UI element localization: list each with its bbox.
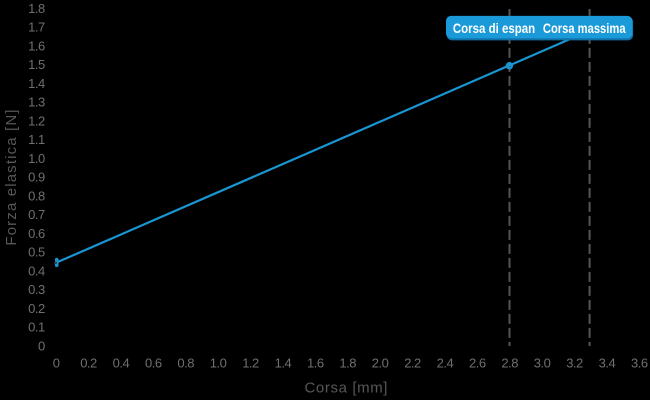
svg-text:0.5: 0.5 (28, 245, 45, 260)
svg-text:0.2: 0.2 (28, 301, 45, 316)
svg-text:1.6: 1.6 (28, 38, 45, 53)
svg-text:0.9: 0.9 (28, 170, 45, 185)
svg-text:3.6: 3.6 (631, 355, 648, 370)
svg-text:2.6: 2.6 (469, 355, 486, 370)
svg-text:1.6: 1.6 (307, 355, 324, 370)
svg-text:0.1: 0.1 (28, 320, 45, 335)
svg-text:0: 0 (38, 338, 45, 353)
svg-text:0.7: 0.7 (28, 207, 45, 222)
svg-text:Corsa massima: Corsa massima (543, 21, 627, 36)
svg-text:Forza elastica [N]: Forza elastica [N] (3, 108, 20, 245)
svg-text:1.5: 1.5 (28, 57, 45, 72)
svg-text:Corsa [mm]: Corsa [mm] (304, 380, 388, 397)
svg-text:1.2: 1.2 (28, 113, 45, 128)
svg-text:1.1: 1.1 (28, 132, 45, 147)
svg-text:1.2: 1.2 (242, 355, 259, 370)
svg-text:0.6: 0.6 (28, 226, 45, 241)
svg-text:2.4: 2.4 (437, 355, 454, 370)
svg-text:1.0: 1.0 (210, 355, 227, 370)
svg-text:0.4: 0.4 (113, 355, 130, 370)
svg-text:0: 0 (53, 355, 60, 370)
svg-text:0.6: 0.6 (145, 355, 162, 370)
svg-text:2.0: 2.0 (372, 355, 389, 370)
svg-text:3.0: 3.0 (534, 355, 551, 370)
svg-text:1.0: 1.0 (28, 151, 45, 166)
svg-text:3.4: 3.4 (599, 355, 616, 370)
svg-text:0.8: 0.8 (177, 355, 194, 370)
svg-text:1.4: 1.4 (275, 355, 292, 370)
svg-text:Corsa di espan: Corsa di espan (453, 20, 535, 36)
svg-text:1.7: 1.7 (28, 20, 45, 35)
svg-text:3.2: 3.2 (566, 355, 583, 370)
svg-text:0.2: 0.2 (80, 355, 97, 370)
svg-text:1.8: 1.8 (28, 1, 45, 16)
svg-text:0.3: 0.3 (28, 282, 45, 297)
svg-text:0.4: 0.4 (28, 263, 45, 278)
svg-text:2.8: 2.8 (501, 355, 518, 370)
svg-text:1.8: 1.8 (339, 355, 356, 370)
svg-text:1.4: 1.4 (28, 76, 45, 91)
svg-text:2.2: 2.2 (404, 355, 421, 370)
svg-text:0.8: 0.8 (28, 188, 45, 203)
svg-text:1.3: 1.3 (28, 95, 45, 110)
